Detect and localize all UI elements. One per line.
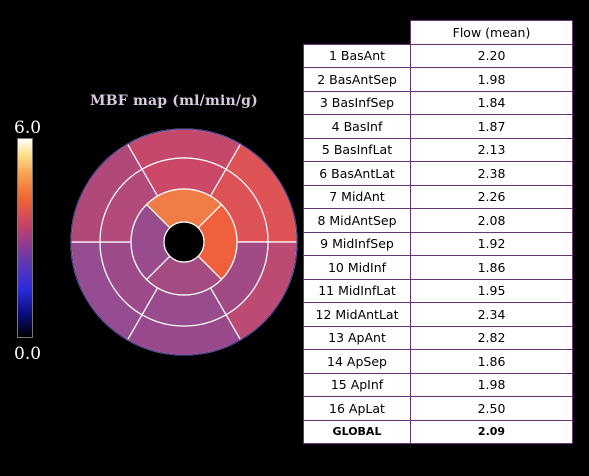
flow-value: 2.82	[410, 325, 573, 350]
table-row: 14 ApSep 1.86	[303, 349, 573, 374]
segment-name: 4 BasInf	[303, 114, 411, 139]
segment-name: 7 MidAnt	[303, 184, 411, 209]
table-row: 13 ApAnt 2.82	[303, 325, 573, 350]
colorbar	[17, 138, 33, 338]
segment-name: 1 BasAnt	[303, 43, 411, 68]
segment-name: 5 BasInfLat	[303, 137, 411, 162]
segment-name: 13 ApAnt	[303, 325, 411, 350]
segment-name: 3 BasInfSep	[303, 90, 411, 115]
table-row: 3 BasInfSep 1.84	[303, 90, 573, 115]
colorbar-max-label: 6.0	[14, 118, 42, 138]
flow-value: 1.87	[410, 114, 573, 139]
segment-name: 16 ApLat	[303, 396, 411, 421]
flow-value: 1.98	[410, 372, 573, 397]
segment-name: 10 MidInf	[303, 255, 411, 280]
table-row: 9 MidInfSep 1.92	[303, 231, 573, 256]
colorbar-min-label: 0.0	[14, 344, 42, 364]
flow-value: 1.86	[410, 255, 573, 280]
table-row: 6 BasAntLat 2.38	[303, 161, 573, 186]
segment-name: 15 ApInf	[303, 372, 411, 397]
bullseye-panel: MBF map (ml/min/g) 6.0 0.0	[14, 93, 298, 364]
map-title: MBF map (ml/min/g)	[90, 93, 258, 109]
flow-table: Flow (mean) 1 BasAnt 2.20 2 BasAntSep 1.98 3…	[303, 20, 573, 444]
segment-name: 12 MidAntLat	[303, 302, 411, 327]
global-value: 2.09	[410, 419, 573, 444]
center-hole	[163, 221, 205, 263]
flow-value: 2.38	[410, 161, 573, 186]
global-label: GLOBAL	[303, 419, 411, 444]
flow-value: 2.13	[410, 137, 573, 162]
flow-value: 2.26	[410, 184, 573, 209]
segment-name: 6 BasAntLat	[303, 161, 411, 186]
table-header-row: Flow (mean)	[303, 20, 573, 45]
table-row: 10 MidInf 1.86	[303, 255, 573, 280]
flow-column-header: Flow (mean)	[410, 20, 573, 45]
flow-value: 1.95	[410, 278, 573, 303]
flow-value: 1.92	[410, 231, 573, 256]
table-corner	[303, 20, 411, 45]
table-row: 7 MidAnt 2.26	[303, 184, 573, 209]
table-row: 1 BasAnt 2.20	[303, 43, 573, 68]
table-row: 15 ApInf 1.98	[303, 372, 573, 397]
table-row: 11 MidInfLat 1.95	[303, 278, 573, 303]
flow-value: 1.98	[410, 67, 573, 92]
flow-value: 2.34	[410, 302, 573, 327]
bullseye-plot	[70, 128, 298, 356]
table-row: 16 ApLat 2.50	[303, 396, 573, 421]
flow-value: 1.86	[410, 349, 573, 374]
segment-name: 2 BasAntSep	[303, 67, 411, 92]
segment-name: 14 ApSep	[303, 349, 411, 374]
outer-ring	[70, 128, 298, 356]
flow-table-body: 1 BasAnt 2.20 2 BasAntSep 1.98 3 BasInfSep 1.…	[303, 43, 573, 444]
table-row: 2 BasAntSep 1.98	[303, 67, 573, 92]
flow-value: 2.08	[410, 208, 573, 233]
flow-value: 1.84	[410, 90, 573, 115]
table-row: 4 BasInf 1.87	[303, 114, 573, 139]
segment-name: 8 MidAntSep	[303, 208, 411, 233]
segment-name: 11 MidInfLat	[303, 278, 411, 303]
table-row: 12 MidAntLat 2.34	[303, 302, 573, 327]
table-row: 5 BasInfLat 2.13	[303, 137, 573, 162]
segment-name: 9 MidInfSep	[303, 231, 411, 256]
global-row: GLOBAL 2.09	[303, 419, 573, 444]
flow-value: 2.50	[410, 396, 573, 421]
table-row: 8 MidAntSep 2.08	[303, 208, 573, 233]
flow-value: 2.20	[410, 43, 573, 68]
